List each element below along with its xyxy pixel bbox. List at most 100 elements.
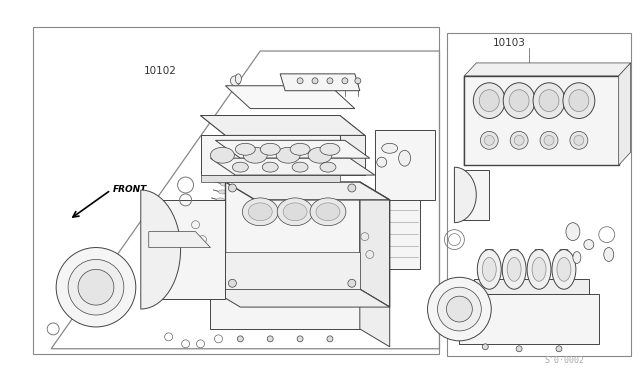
Ellipse shape bbox=[212, 214, 220, 218]
Ellipse shape bbox=[604, 247, 614, 262]
Ellipse shape bbox=[544, 135, 554, 145]
Ellipse shape bbox=[348, 184, 356, 192]
Polygon shape bbox=[200, 116, 365, 135]
Ellipse shape bbox=[533, 83, 565, 119]
Ellipse shape bbox=[209, 230, 216, 234]
Ellipse shape bbox=[584, 240, 594, 250]
Polygon shape bbox=[225, 182, 360, 289]
Ellipse shape bbox=[447, 296, 472, 322]
Ellipse shape bbox=[399, 150, 411, 166]
Polygon shape bbox=[454, 167, 476, 223]
Ellipse shape bbox=[292, 162, 308, 172]
Polygon shape bbox=[141, 200, 225, 299]
Ellipse shape bbox=[268, 336, 273, 342]
Ellipse shape bbox=[509, 90, 529, 112]
Polygon shape bbox=[200, 175, 340, 182]
Ellipse shape bbox=[540, 131, 558, 149]
Ellipse shape bbox=[438, 287, 481, 331]
Ellipse shape bbox=[193, 293, 200, 297]
Ellipse shape bbox=[218, 190, 227, 194]
Ellipse shape bbox=[557, 257, 571, 281]
Ellipse shape bbox=[297, 336, 303, 342]
Ellipse shape bbox=[477, 250, 501, 289]
Ellipse shape bbox=[260, 143, 280, 155]
Polygon shape bbox=[211, 289, 390, 307]
Ellipse shape bbox=[78, 269, 114, 305]
Ellipse shape bbox=[195, 285, 202, 289]
Polygon shape bbox=[211, 158, 375, 175]
Ellipse shape bbox=[198, 269, 207, 273]
Ellipse shape bbox=[474, 83, 505, 119]
Ellipse shape bbox=[211, 222, 218, 226]
Ellipse shape bbox=[563, 83, 595, 119]
Polygon shape bbox=[558, 250, 570, 284]
Ellipse shape bbox=[503, 83, 535, 119]
Polygon shape bbox=[200, 135, 340, 175]
Ellipse shape bbox=[228, 279, 236, 287]
Ellipse shape bbox=[342, 78, 348, 84]
Ellipse shape bbox=[276, 147, 300, 163]
Ellipse shape bbox=[510, 131, 528, 149]
Ellipse shape bbox=[56, 247, 136, 327]
Ellipse shape bbox=[310, 198, 346, 226]
Ellipse shape bbox=[539, 90, 559, 112]
Ellipse shape bbox=[316, 203, 340, 221]
Polygon shape bbox=[148, 232, 211, 247]
Ellipse shape bbox=[514, 135, 524, 145]
Ellipse shape bbox=[483, 344, 488, 350]
Polygon shape bbox=[465, 63, 630, 76]
Ellipse shape bbox=[483, 257, 496, 281]
Text: 10102: 10102 bbox=[144, 66, 177, 76]
Ellipse shape bbox=[516, 346, 522, 352]
Ellipse shape bbox=[248, 203, 272, 221]
Polygon shape bbox=[141, 190, 180, 309]
Ellipse shape bbox=[236, 143, 255, 155]
Ellipse shape bbox=[502, 250, 526, 289]
Text: 10103: 10103 bbox=[493, 38, 526, 48]
Ellipse shape bbox=[569, 90, 589, 112]
Ellipse shape bbox=[277, 198, 313, 226]
Ellipse shape bbox=[566, 223, 580, 241]
Ellipse shape bbox=[327, 336, 333, 342]
Ellipse shape bbox=[327, 78, 333, 84]
Ellipse shape bbox=[200, 262, 209, 265]
Ellipse shape bbox=[348, 279, 356, 287]
Ellipse shape bbox=[377, 157, 387, 167]
Polygon shape bbox=[460, 294, 599, 344]
Ellipse shape bbox=[228, 184, 236, 192]
Ellipse shape bbox=[290, 143, 310, 155]
Ellipse shape bbox=[237, 336, 243, 342]
Ellipse shape bbox=[573, 251, 581, 263]
Ellipse shape bbox=[196, 277, 205, 281]
Polygon shape bbox=[225, 251, 360, 289]
Ellipse shape bbox=[243, 198, 278, 226]
Ellipse shape bbox=[214, 206, 223, 210]
Polygon shape bbox=[280, 74, 360, 91]
Polygon shape bbox=[465, 76, 619, 165]
Text: FRONT: FRONT bbox=[113, 186, 147, 195]
Ellipse shape bbox=[216, 198, 225, 202]
Ellipse shape bbox=[207, 238, 214, 241]
Ellipse shape bbox=[556, 346, 562, 352]
Ellipse shape bbox=[312, 78, 318, 84]
Polygon shape bbox=[619, 63, 630, 165]
Ellipse shape bbox=[532, 257, 546, 281]
Ellipse shape bbox=[479, 90, 499, 112]
Ellipse shape bbox=[308, 147, 332, 163]
Ellipse shape bbox=[355, 78, 361, 84]
Polygon shape bbox=[360, 182, 390, 307]
Ellipse shape bbox=[297, 78, 303, 84]
Ellipse shape bbox=[202, 253, 211, 257]
Polygon shape bbox=[211, 289, 360, 329]
Ellipse shape bbox=[68, 259, 124, 315]
Ellipse shape bbox=[428, 277, 492, 341]
Ellipse shape bbox=[211, 147, 234, 163]
Ellipse shape bbox=[574, 135, 584, 145]
Ellipse shape bbox=[570, 131, 588, 149]
Ellipse shape bbox=[230, 76, 241, 86]
Ellipse shape bbox=[283, 203, 307, 221]
Ellipse shape bbox=[507, 257, 521, 281]
Ellipse shape bbox=[205, 246, 212, 250]
Ellipse shape bbox=[220, 182, 228, 186]
Polygon shape bbox=[200, 116, 365, 135]
